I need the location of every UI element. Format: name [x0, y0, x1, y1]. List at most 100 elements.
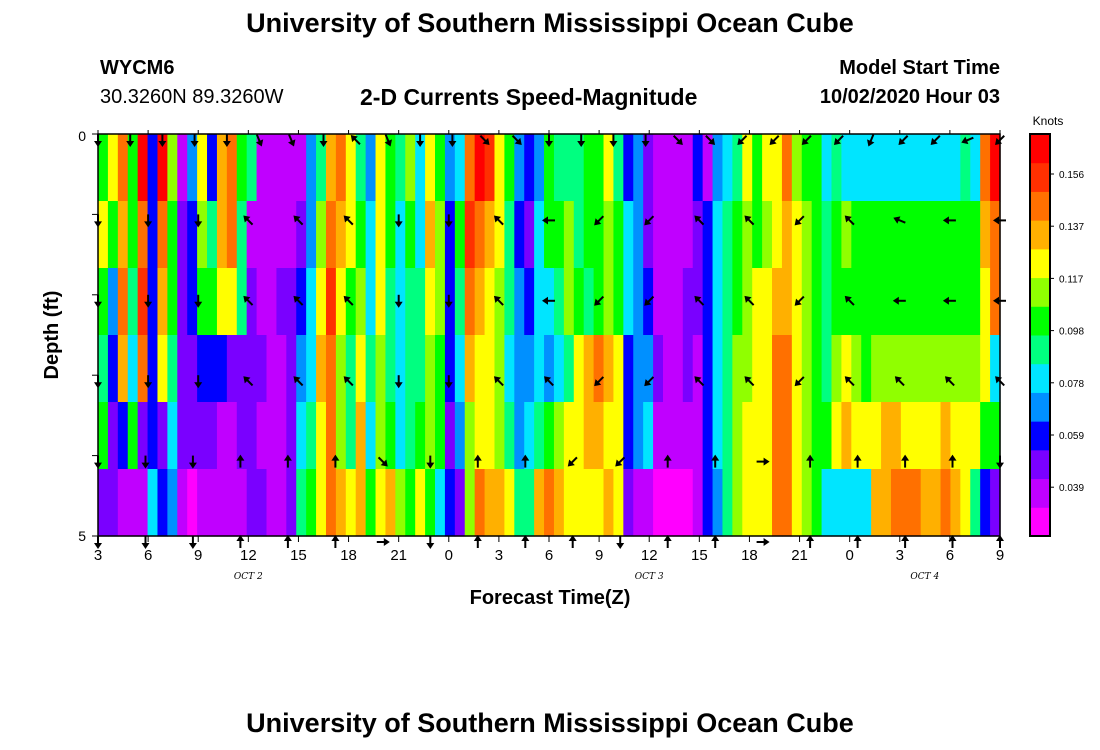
heatmap-cell — [930, 134, 942, 202]
heatmap-cell — [127, 402, 139, 470]
heatmap-cell — [910, 134, 922, 202]
heatmap-cell — [980, 469, 991, 537]
current-arrow — [521, 454, 530, 468]
heatmap-cell — [702, 335, 714, 403]
heatmap-cell — [970, 201, 981, 269]
heatmap-cell — [107, 268, 119, 336]
heatmap-cell — [841, 402, 852, 470]
current-arrow — [567, 456, 578, 467]
current-arrow — [416, 134, 425, 147]
heatmap-cell — [187, 268, 198, 336]
heatmap-cell — [861, 134, 872, 202]
current-arrow — [801, 135, 812, 145]
heatmap-cell — [593, 402, 605, 470]
heatmap-cell — [970, 268, 981, 336]
heatmap-cell — [603, 268, 615, 336]
heatmap-cell — [177, 268, 188, 336]
heatmap-cell — [851, 469, 862, 537]
heatmap-cell — [534, 469, 545, 537]
axes: 0 5 Depth (ft) Forecast Time(Z) 3 6 9 12 15 1… — [41, 128, 1004, 609]
heatmap-cell — [355, 335, 367, 403]
heatmap-cell — [553, 335, 565, 403]
heatmap-cell — [177, 469, 188, 537]
heatmap-cell — [890, 335, 902, 403]
heatmap-cell — [395, 134, 406, 202]
current-arrow — [426, 536, 435, 549]
heatmap-cell — [563, 335, 575, 403]
heatmap-cell — [454, 268, 466, 336]
currents-heatmap-chart: 0 5 Depth (ft) Forecast Time(Z) 3 6 9 12 15 1… — [41, 114, 1084, 609]
heatmap-cell — [643, 469, 654, 537]
heatmap-cell — [137, 402, 149, 470]
heatmap-cell — [791, 134, 803, 202]
heatmap-cell — [851, 402, 862, 470]
current-arrow — [853, 454, 862, 468]
heatmap-cell — [553, 402, 565, 470]
current-arrow — [426, 455, 435, 469]
heatmap-cell — [583, 201, 595, 269]
heatmap-cell — [643, 134, 654, 202]
heatmap-cell — [365, 469, 377, 537]
current-arrow — [894, 376, 905, 387]
heatmap-cell — [236, 469, 248, 537]
heatmap-cell — [752, 268, 763, 336]
heatmap-cell — [425, 201, 436, 269]
heatmap-cell — [662, 402, 674, 470]
heatmap-cell — [524, 402, 535, 470]
heatmap-cell — [216, 469, 228, 537]
heatmap-cell — [514, 335, 525, 403]
heatmap-cell — [871, 402, 882, 470]
heatmap-cell — [504, 402, 515, 470]
heatmap-cell — [722, 201, 733, 269]
heatmap-cell — [960, 201, 971, 269]
heatmap-cell — [752, 335, 763, 403]
current-arrow — [737, 135, 748, 145]
current-arrow — [141, 455, 150, 469]
heatmap-cell — [613, 201, 624, 269]
heatmap-cell — [395, 469, 406, 537]
heatmap-cell — [990, 134, 1001, 202]
current-arrow — [663, 454, 672, 468]
heatmap-cell — [841, 134, 852, 202]
heatmap-cell — [375, 469, 387, 537]
heatmap-cell — [920, 268, 932, 336]
heatmap-cell — [355, 134, 367, 202]
heatmap-cell — [474, 268, 486, 336]
heatmap-cell — [425, 402, 436, 470]
colorbar-segment — [1030, 248, 1050, 279]
current-arrow — [663, 535, 672, 548]
heatmap-cell — [375, 268, 387, 336]
heatmap-cell — [811, 201, 823, 269]
heatmap-cell — [216, 134, 228, 202]
heatmap-cell — [117, 335, 129, 403]
heatmap-cell — [682, 335, 694, 403]
x-tick-label: 6 — [144, 547, 152, 564]
heatmap-cell — [712, 201, 724, 269]
x-tick-label: 0 — [445, 547, 453, 564]
colorbar-tick-label: 0.078 — [1059, 379, 1084, 390]
heatmap-cell — [107, 335, 119, 403]
heatmap-cell — [940, 201, 952, 269]
x-tick-label: 15 — [290, 547, 307, 564]
current-arrow — [568, 535, 577, 548]
heatmap-cell — [524, 201, 535, 269]
heatmap-cell — [831, 134, 842, 202]
heatmap-cell — [316, 402, 327, 470]
heatmap-cell — [821, 201, 833, 269]
heatmap-cell — [197, 469, 208, 537]
heatmap-cell — [742, 134, 753, 202]
heatmap-cell — [345, 469, 357, 537]
heatmap-cell — [464, 335, 476, 403]
heatmap-cell — [980, 134, 991, 202]
heatmap-cell — [900, 134, 912, 202]
current-arrow — [711, 454, 720, 468]
heatmap-cell — [672, 402, 684, 470]
heatmap-cell — [236, 402, 248, 470]
heatmap-cell — [702, 268, 714, 336]
heatmap-cell — [207, 268, 218, 336]
heatmap-cell — [137, 201, 149, 269]
current-arrow — [319, 134, 328, 147]
current-arrow — [190, 134, 199, 147]
heatmap-cell — [335, 268, 347, 336]
heatmap-cell — [980, 268, 991, 336]
